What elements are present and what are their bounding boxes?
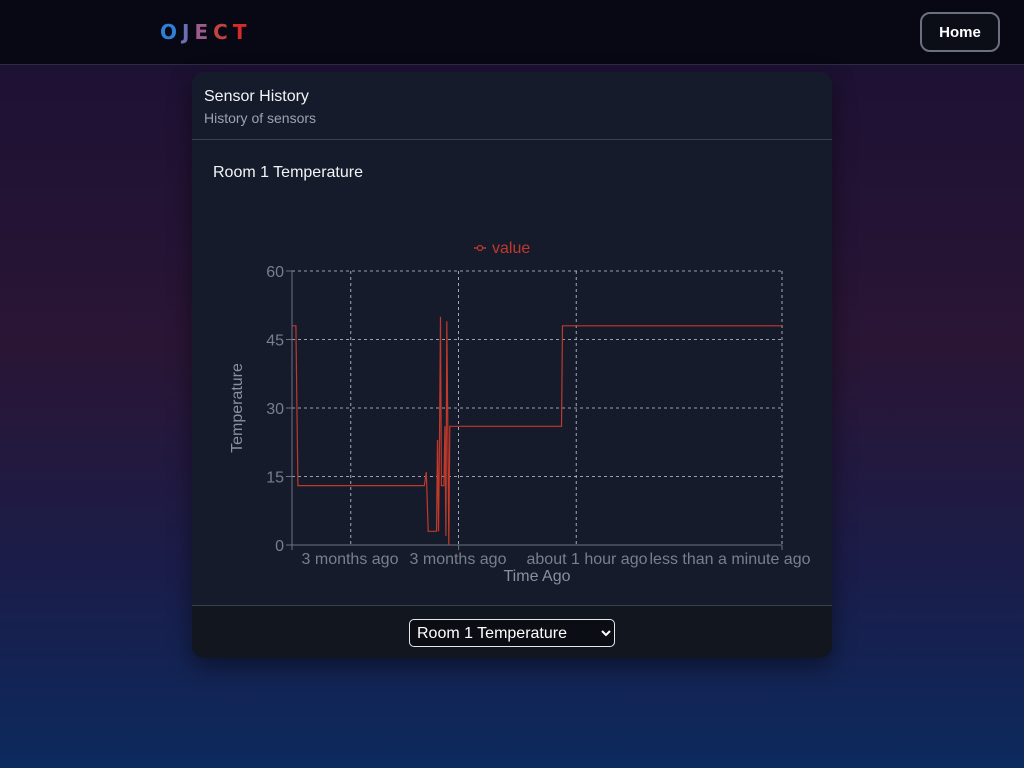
y-tick-label: 0	[275, 538, 284, 555]
app-logo[interactable]: OJECT	[160, 20, 251, 44]
top-navigation-bar: OJECT Home	[0, 0, 1024, 65]
y-tick-label: 15	[266, 470, 284, 487]
x-tick-label: about 1 hour ago	[527, 551, 648, 568]
logo-letter: T	[232, 20, 252, 44]
y-tick-label: 45	[266, 333, 284, 350]
x-tick-label: less than a minute ago	[650, 551, 811, 568]
logo-letter: C	[213, 20, 233, 44]
x-axis-label: Time Ago	[504, 568, 571, 585]
legend-marker	[476, 244, 484, 252]
y-tick-label: 30	[266, 401, 284, 418]
home-button[interactable]: Home	[920, 12, 1000, 52]
y-axis-label: Temperature	[229, 363, 246, 453]
card-subtitle: History of sensors	[204, 110, 317, 126]
x-tick-label: 3 months ago	[302, 551, 399, 568]
logo-letter: E	[194, 20, 214, 44]
temperature-line-chart: value 0 15 30 45 60 3 months ago 3 months ago ab…	[229, 240, 811, 585]
card-header: Sensor History History of sensors	[192, 72, 832, 140]
x-tick-label: 3 months ago	[410, 551, 507, 568]
chart-title: Room 1 Temperature	[213, 164, 363, 181]
sensor-history-card: Sensor History History of sensors Room 1…	[192, 72, 832, 658]
logo-letter: O	[160, 20, 183, 44]
card-title: Sensor History	[204, 88, 309, 105]
y-tick-label: 60	[266, 264, 284, 281]
sensor-select[interactable]: Room 1 Temperature	[409, 619, 615, 647]
logo-letter: J	[182, 20, 195, 44]
card-footer: Room 1 Temperature	[192, 605, 832, 658]
series-line-value	[292, 316, 782, 546]
legend-label: value	[492, 240, 530, 257]
